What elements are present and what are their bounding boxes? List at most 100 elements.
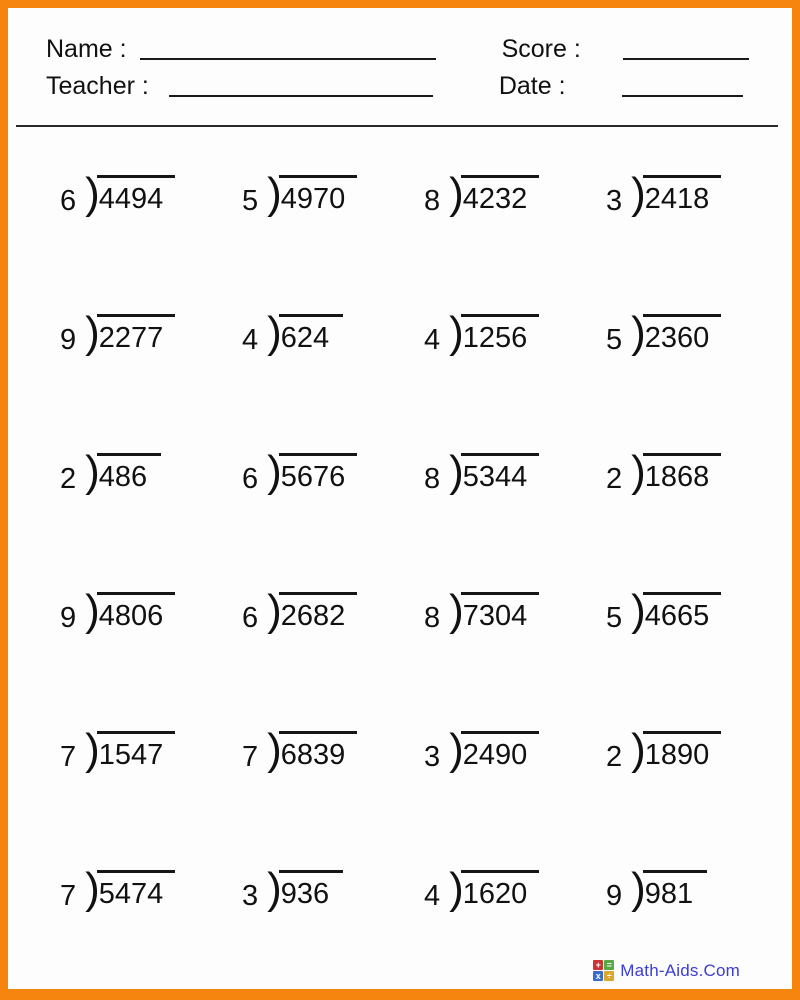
division-problem: 7 ) 1547 <box>60 725 242 777</box>
score-label: Score : <box>501 34 581 63</box>
division-problem: 5 ) 2360 <box>606 311 788 360</box>
division-bracket-icon: ) <box>449 864 464 913</box>
divisor: 8 <box>424 602 441 634</box>
division-problems-grid: 6 ) 4494 5 ) 4970 8 ) 4232 3 ) 2418 9 ) … <box>8 127 792 916</box>
dividend: 4806 <box>96 592 176 631</box>
division-bracket-icon: ) <box>267 308 282 357</box>
division-problem: 7 ) 6839 <box>242 725 424 777</box>
logo-tile-0: + <box>593 960 604 970</box>
divisor: 3 <box>424 741 441 773</box>
worksheet-header: Name : Score : Teacher : Date : <box>8 8 792 100</box>
division-problem: 4 ) 624 <box>242 308 424 360</box>
logo-tile-2: x <box>593 971 604 981</box>
score-fill-line <box>622 58 749 60</box>
division-problem: 8 ) 4232 <box>424 169 606 221</box>
division-problem: 6 ) 2682 <box>242 589 424 638</box>
dividend: 2682 <box>278 592 358 631</box>
name-fill-line <box>139 58 436 60</box>
division-bracket-icon: ) <box>631 169 646 218</box>
division-problem: 4 ) 1620 <box>424 864 606 916</box>
divisor: 4 <box>424 880 441 912</box>
division-bracket-icon: ) <box>85 864 100 913</box>
division-problem: 3 ) 2490 <box>424 728 606 777</box>
dividend: 936 <box>278 870 343 909</box>
dividend: 4494 <box>96 175 176 214</box>
division-problem: 8 ) 5344 <box>424 447 606 499</box>
dividend: 4665 <box>642 592 722 631</box>
dividend: 1620 <box>460 870 540 909</box>
divisor: 6 <box>242 463 259 495</box>
division-problem: 5 ) 4970 <box>242 169 424 221</box>
dividend: 6839 <box>278 731 358 770</box>
date-label: Date : <box>498 71 566 100</box>
division-bracket-icon: ) <box>449 586 464 635</box>
date-fill-line <box>621 95 743 97</box>
divisor: 9 <box>60 324 77 356</box>
dividend: 624 <box>278 314 343 353</box>
teacher-date-row: Teacher : Date : <box>46 63 762 100</box>
division-bracket-icon: ) <box>267 864 282 913</box>
dividend: 2360 <box>642 314 722 353</box>
division-problem: 6 ) 4494 <box>60 172 242 221</box>
division-problem: 7 ) 5474 <box>60 864 242 916</box>
division-bracket-icon: ) <box>631 864 646 913</box>
header-separator <box>16 125 778 127</box>
dividend: 1890 <box>642 731 722 770</box>
division-bracket-icon: ) <box>449 447 464 496</box>
name-score-row: Name : Score : <box>46 26 762 63</box>
division-bracket-icon: ) <box>267 447 282 496</box>
divisor: 5 <box>606 602 623 634</box>
dividend: 4232 <box>460 175 540 214</box>
divisor: 6 <box>242 602 259 634</box>
dividend: 2418 <box>642 175 722 214</box>
dividend: 486 <box>96 453 161 492</box>
teacher-label: Teacher : <box>46 71 149 100</box>
division-bracket-icon: ) <box>85 308 100 357</box>
division-bracket-icon: ) <box>85 586 100 635</box>
dividend: 5344 <box>460 453 540 492</box>
divisor: 2 <box>60 463 77 495</box>
divisor: 3 <box>242 880 259 912</box>
division-problem: 3 ) 2418 <box>606 169 788 221</box>
division-bracket-icon: ) <box>449 308 464 357</box>
divisor: 8 <box>424 185 441 217</box>
dividend: 5676 <box>278 453 358 492</box>
divisor: 2 <box>606 741 623 773</box>
division-problem: 2 ) 1868 <box>606 447 788 499</box>
division-bracket-icon: ) <box>631 725 646 774</box>
division-bracket-icon: ) <box>267 725 282 774</box>
dividend: 981 <box>642 870 707 909</box>
division-bracket-icon: ) <box>449 169 464 218</box>
divisor: 8 <box>424 463 441 495</box>
divisor: 7 <box>242 741 259 773</box>
division-bracket-icon: ) <box>85 725 100 774</box>
name-label: Name : <box>46 34 127 63</box>
division-problem: 2 ) 1890 <box>606 725 788 777</box>
divisor: 5 <box>242 185 259 217</box>
logo-tile-3: ÷ <box>604 971 615 981</box>
division-problem: 3 ) 936 <box>242 864 424 916</box>
dividend: 2490 <box>460 731 540 770</box>
dividend: 4970 <box>278 175 358 214</box>
division-problem: 4 ) 1256 <box>424 308 606 360</box>
brand-link[interactable]: Math-Aids.Com <box>620 960 740 980</box>
divisor: 4 <box>424 324 441 356</box>
dividend: 1868 <box>642 453 722 492</box>
divisor: 9 <box>60 602 77 634</box>
division-problem: 9 ) 2277 <box>60 308 242 360</box>
division-problem: 6 ) 5676 <box>242 447 424 499</box>
divisor: 9 <box>606 880 623 912</box>
division-problem: 9 ) 4806 <box>60 586 242 638</box>
divisor: 6 <box>60 185 77 217</box>
divisor: 3 <box>606 185 623 217</box>
division-bracket-icon: ) <box>631 447 646 496</box>
division-problem: 5 ) 4665 <box>606 586 788 638</box>
division-problem: 9 ) 981 <box>606 864 788 916</box>
math-aids-logo-icon: + = x ÷ <box>593 960 615 981</box>
division-bracket-icon: ) <box>631 586 646 635</box>
dividend: 1256 <box>460 314 540 353</box>
logo-tile-1: = <box>604 960 615 970</box>
dividend: 2277 <box>96 314 176 353</box>
division-bracket-icon: ) <box>267 169 282 218</box>
